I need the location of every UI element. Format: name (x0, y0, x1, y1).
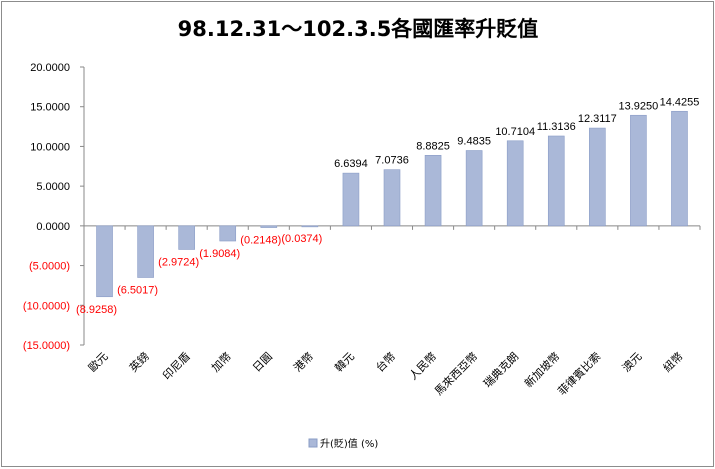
data-label: 11.3136 (537, 121, 576, 133)
data-label: (8.9258) (76, 304, 117, 316)
x-tick-label: 日圓 (250, 350, 275, 375)
bar (219, 225, 237, 242)
bar (137, 225, 154, 278)
bar (589, 127, 606, 227)
x-tick-label: 紐幣 (661, 350, 686, 375)
x-tick-label-group: 印尼盾 (160, 350, 193, 383)
data-label: (0.0374) (281, 233, 322, 245)
x-tick-label-group: 加幣 (209, 350, 234, 375)
x-tick-label-group: 澳元 (620, 350, 645, 375)
y-tick-label: (15.0000) (23, 340, 70, 352)
bar (301, 225, 319, 228)
bar (383, 169, 401, 227)
x-tick-label: 新加坡幣 (521, 349, 562, 390)
x-tick-label: 菲律賓比索 (555, 349, 604, 398)
x-tick-label-group: 歐元 (85, 349, 110, 374)
x-tick-label-group: 港幣 (291, 350, 316, 375)
data-label: 14.4255 (660, 96, 700, 108)
x-tick-label-group: 日圓 (250, 350, 275, 375)
bar (465, 150, 483, 227)
bar (547, 135, 565, 227)
data-label: (1.9084) (199, 248, 240, 260)
bar (630, 114, 647, 227)
x-tick-label-group: 人民幣 (407, 350, 440, 383)
legend: 升(貶)值 (%) (308, 437, 378, 450)
data-label: 7.0736 (375, 155, 409, 167)
data-label: 13.9250 (619, 100, 659, 112)
data-label: (2.9724) (158, 256, 199, 268)
x-tick-label: 印尼盾 (160, 350, 193, 383)
y-tick-label: 15.0000 (30, 102, 70, 114)
bar (96, 225, 113, 298)
y-tick-label: 0.0000 (36, 221, 70, 233)
x-tick-label: 瑞典克朗 (480, 349, 521, 390)
x-tick-label-group: 紐幣 (661, 350, 686, 375)
chart-title: 98.12.31～102.3.5各國匯率升貶值 (178, 17, 539, 41)
bars (96, 110, 688, 298)
bar (506, 140, 524, 227)
y-tick-label: 20.0000 (30, 62, 70, 74)
y-tick-label: (5.0000) (29, 261, 70, 273)
x-tick-label-group: 韓元 (332, 350, 357, 375)
x-tick-label-group: 台幣 (373, 349, 398, 374)
y-tick-label: 5.0000 (36, 181, 70, 193)
bar (178, 225, 195, 250)
y-tick-label: 10.0000 (30, 141, 70, 153)
bar (424, 155, 442, 227)
data-label: 6.6394 (334, 158, 368, 170)
x-tick-label: 英鎊 (126, 349, 151, 374)
legend-label: 升(貶)值 (%) (320, 437, 378, 450)
x-tick-label-group: 瑞典克朗 (480, 349, 521, 390)
x-tick-label-group: 菲律賓比索 (555, 349, 604, 398)
x-tick-label: 加幣 (209, 350, 234, 375)
data-label: 12.3117 (578, 113, 617, 125)
data-labels: (8.9258)(6.5017) (2.9724)(1.9084)(0.2148)… (76, 96, 699, 315)
x-tick-label: 台幣 (373, 349, 398, 374)
data-label: (0.2148) (240, 235, 281, 247)
y-tick-label: (10.0000) (23, 300, 70, 312)
bar (342, 172, 360, 227)
data-label: 10.7104 (495, 126, 535, 138)
x-tick-label-group: 新加坡幣 (521, 349, 562, 390)
x-tick-label: 馬來西亞幣 (432, 350, 480, 398)
data-label: (6.5017) (117, 284, 158, 296)
x-tick-label: 港幣 (291, 350, 316, 375)
bar (260, 225, 278, 228)
data-label: 8.8825 (416, 140, 450, 152)
x-tick-label: 澳元 (620, 350, 645, 375)
x-tick-label: 人民幣 (407, 350, 440, 383)
data-label: 9.4835 (457, 136, 491, 148)
x-tick-label: 韓元 (332, 350, 357, 375)
x-tick-label: 歐元 (85, 349, 110, 374)
x-tick-label-group: 英鎊 (126, 349, 151, 374)
x-tick-label-group: 馬來西亞幣 (432, 350, 480, 398)
bar (671, 110, 688, 227)
legend-swatch (308, 438, 318, 448)
